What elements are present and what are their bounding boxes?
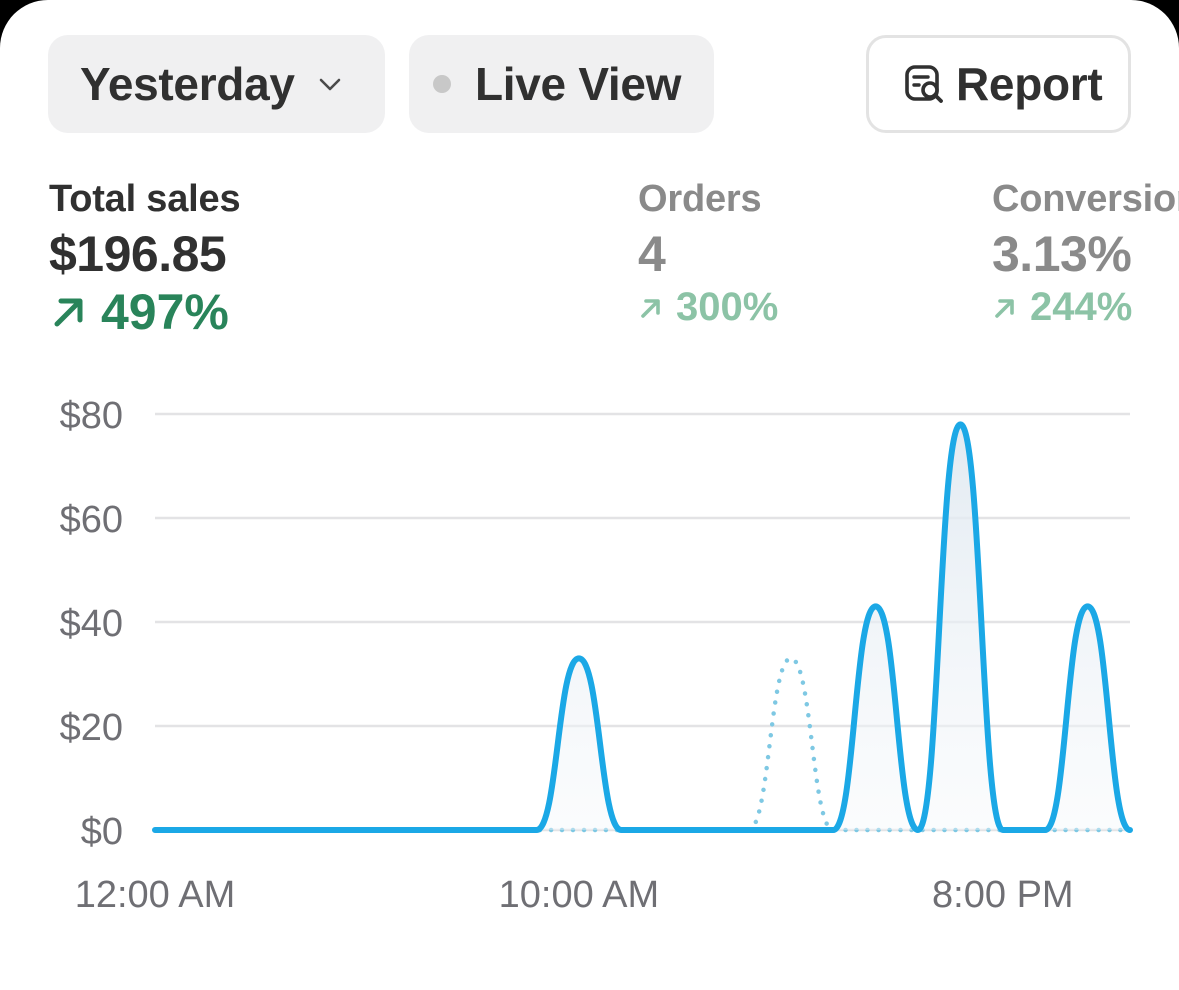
- y-tick-label: $0: [81, 811, 123, 853]
- report-search-icon: [905, 65, 943, 103]
- metric-delta: 244%: [992, 285, 1179, 330]
- series-area: [155, 424, 1130, 830]
- metric-delta: 497%: [49, 283, 240, 341]
- arrow-up-right-icon: [641, 298, 660, 318]
- sales-series-line: [152, 421, 1133, 833]
- metric-delta: 300%: [638, 285, 778, 330]
- arrow-up-right-icon: [995, 298, 1014, 318]
- date-range-button[interactable]: Yesterday: [48, 35, 385, 133]
- date-range-label: Yesterday: [80, 58, 295, 110]
- x-tick-label: 10:00 AM: [499, 874, 660, 916]
- y-tick-label: $40: [60, 603, 123, 645]
- metric-conversion[interactable]: Conversion 3.13% 244%: [992, 178, 1179, 330]
- x-tick-label: 8:00 PM: [932, 874, 1074, 916]
- metric-label: Orders: [638, 178, 762, 220]
- metric-delta-value: 244%: [1030, 285, 1133, 329]
- y-tick-label: $20: [60, 707, 123, 749]
- y-tick-label: $80: [60, 395, 123, 437]
- y-tick-label: $60: [60, 499, 123, 541]
- live-view-label: Live View: [475, 58, 682, 110]
- live-status-dot: [433, 75, 451, 93]
- metric-delta-value: 497%: [101, 284, 229, 340]
- metric-value: 4: [638, 226, 666, 282]
- x-axis: 12:00 AM 10:00 AM 8:00 PM: [75, 874, 1074, 916]
- metric-value: $196.85: [49, 226, 227, 282]
- arrow-up-right-icon: [54, 298, 83, 327]
- metric-total-sales[interactable]: Total sales $196.85 497%: [49, 178, 241, 341]
- metric-label: Conversion: [992, 178, 1179, 220]
- report-button[interactable]: Report: [866, 35, 1131, 133]
- y-axis: $0 $20 $40 $60 $80: [60, 395, 123, 853]
- chevron-down-icon: [319, 78, 340, 91]
- metric-label: Total sales: [49, 178, 241, 220]
- report-label: Report: [956, 58, 1103, 110]
- metric-value: 3.13%: [992, 226, 1132, 282]
- chart-series: [152, 421, 1133, 833]
- metric-orders[interactable]: Orders 4 300%: [638, 178, 778, 330]
- metric-delta-value: 300%: [676, 285, 779, 329]
- x-tick-label: 12:00 AM: [75, 874, 236, 916]
- live-view-button[interactable]: Live View: [409, 35, 714, 133]
- sales-chart[interactable]: $0 $20 $40 $60 $80 12:00 AM 10:00 AM 8:00 PM: [0, 380, 1179, 940]
